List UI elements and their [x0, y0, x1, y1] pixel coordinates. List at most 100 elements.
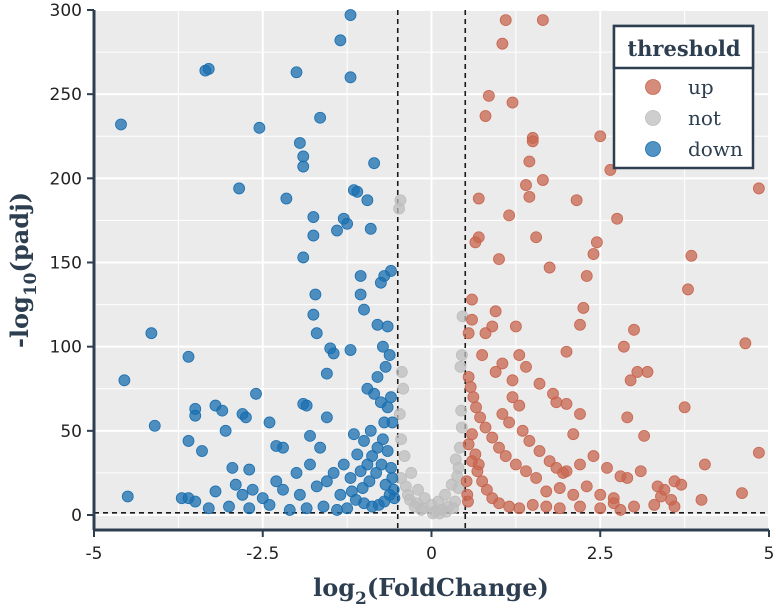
data-point-up — [523, 155, 536, 168]
data-point-up — [486, 431, 499, 444]
data-point-up — [503, 416, 516, 429]
y-tick-label: 200 — [50, 169, 82, 189]
data-point-up — [496, 37, 509, 50]
data-point-up — [570, 194, 583, 207]
data-point-down — [347, 428, 360, 441]
data-point-up — [580, 270, 593, 282]
data-point-down — [344, 344, 357, 356]
data-point-down — [236, 488, 249, 501]
data-point-up — [611, 212, 624, 225]
data-point-down — [327, 347, 340, 360]
data-point-down — [379, 360, 392, 373]
data-point-down — [277, 441, 289, 454]
data-point-down — [386, 472, 399, 484]
data-point-up — [499, 450, 512, 462]
data-point-down — [341, 502, 354, 515]
y-axis-title: -log10(padj) — [5, 192, 41, 348]
data-point-down — [189, 409, 202, 422]
data-point-up — [739, 337, 752, 350]
data-point-not — [447, 502, 460, 515]
data-point-not — [412, 483, 424, 496]
data-point-down — [229, 478, 242, 491]
data-point-up — [536, 174, 549, 186]
data-point-down — [233, 182, 246, 195]
data-point-down — [334, 34, 347, 47]
data-point-not — [393, 408, 406, 420]
data-point-up — [536, 14, 549, 27]
data-point-up — [474, 411, 487, 424]
data-point-not — [417, 502, 430, 515]
data-point-down — [368, 387, 381, 400]
data-point-up — [587, 450, 600, 462]
data-point-down — [145, 327, 158, 340]
legend: threshold up not down — [612, 24, 755, 170]
data-point-not — [397, 382, 410, 395]
data-point-down — [337, 458, 350, 471]
data-point-up — [651, 480, 664, 493]
legend-marker-up — [645, 79, 661, 95]
data-point-up — [678, 401, 691, 414]
data-point-up — [523, 435, 536, 447]
data-point-not — [393, 202, 406, 215]
data-point-up — [638, 429, 651, 442]
data-point-down — [256, 492, 269, 505]
data-point-up — [617, 340, 630, 353]
data-point-up — [614, 504, 627, 516]
data-point-down — [277, 483, 289, 496]
data-point-down — [345, 485, 358, 498]
data-point-up — [682, 283, 694, 296]
data-point-up — [516, 424, 529, 437]
data-point-down — [351, 448, 364, 461]
data-point-up — [560, 345, 573, 358]
data-point-up — [480, 483, 493, 496]
data-point-down — [314, 441, 327, 454]
legend-label-up: up — [688, 75, 714, 99]
data-point-down — [364, 424, 377, 437]
x-axis-title: log2(FoldChange) — [313, 573, 549, 609]
data-point-up — [467, 391, 480, 404]
data-point-up — [567, 488, 580, 501]
data-point-up — [752, 446, 765, 459]
data-points — [115, 9, 765, 520]
data-point-up — [506, 374, 519, 387]
data-point-up — [574, 408, 586, 420]
data-point-up — [466, 293, 478, 306]
data-point-up — [574, 318, 586, 331]
data-point-down — [385, 265, 397, 277]
data-point-down — [383, 349, 396, 361]
data-point-down — [364, 222, 377, 235]
data-point-down — [376, 340, 389, 353]
data-point-down — [182, 350, 195, 363]
data-point-not — [454, 360, 467, 373]
data-point-down — [310, 327, 323, 340]
data-point-down — [270, 475, 283, 488]
data-point-up — [550, 461, 563, 474]
y-tick-label: 100 — [50, 338, 82, 358]
data-point-down — [375, 458, 388, 471]
data-point-down — [351, 185, 364, 198]
data-point-up — [590, 236, 603, 249]
data-point-up — [462, 438, 475, 451]
data-point-down — [371, 318, 384, 331]
data-point-up — [628, 500, 640, 513]
data-point-up — [560, 397, 573, 410]
data-point-down — [371, 371, 384, 383]
data-point-up — [509, 320, 522, 333]
data-point-up — [698, 458, 711, 471]
data-point-up — [493, 441, 505, 454]
data-point-up — [466, 313, 478, 326]
data-point-not — [449, 453, 462, 466]
data-point-down — [290, 467, 303, 479]
data-point-down — [283, 504, 296, 516]
data-point-up — [509, 458, 522, 471]
data-point-up — [479, 327, 492, 340]
data-point-down — [250, 387, 262, 400]
data-point-down — [309, 288, 322, 301]
data-point-up — [621, 411, 634, 424]
data-point-up — [513, 502, 526, 515]
data-point-up — [489, 366, 502, 378]
data-point-up — [460, 475, 473, 488]
data-point-down — [226, 461, 239, 474]
legend-entries: up not down — [645, 75, 743, 161]
